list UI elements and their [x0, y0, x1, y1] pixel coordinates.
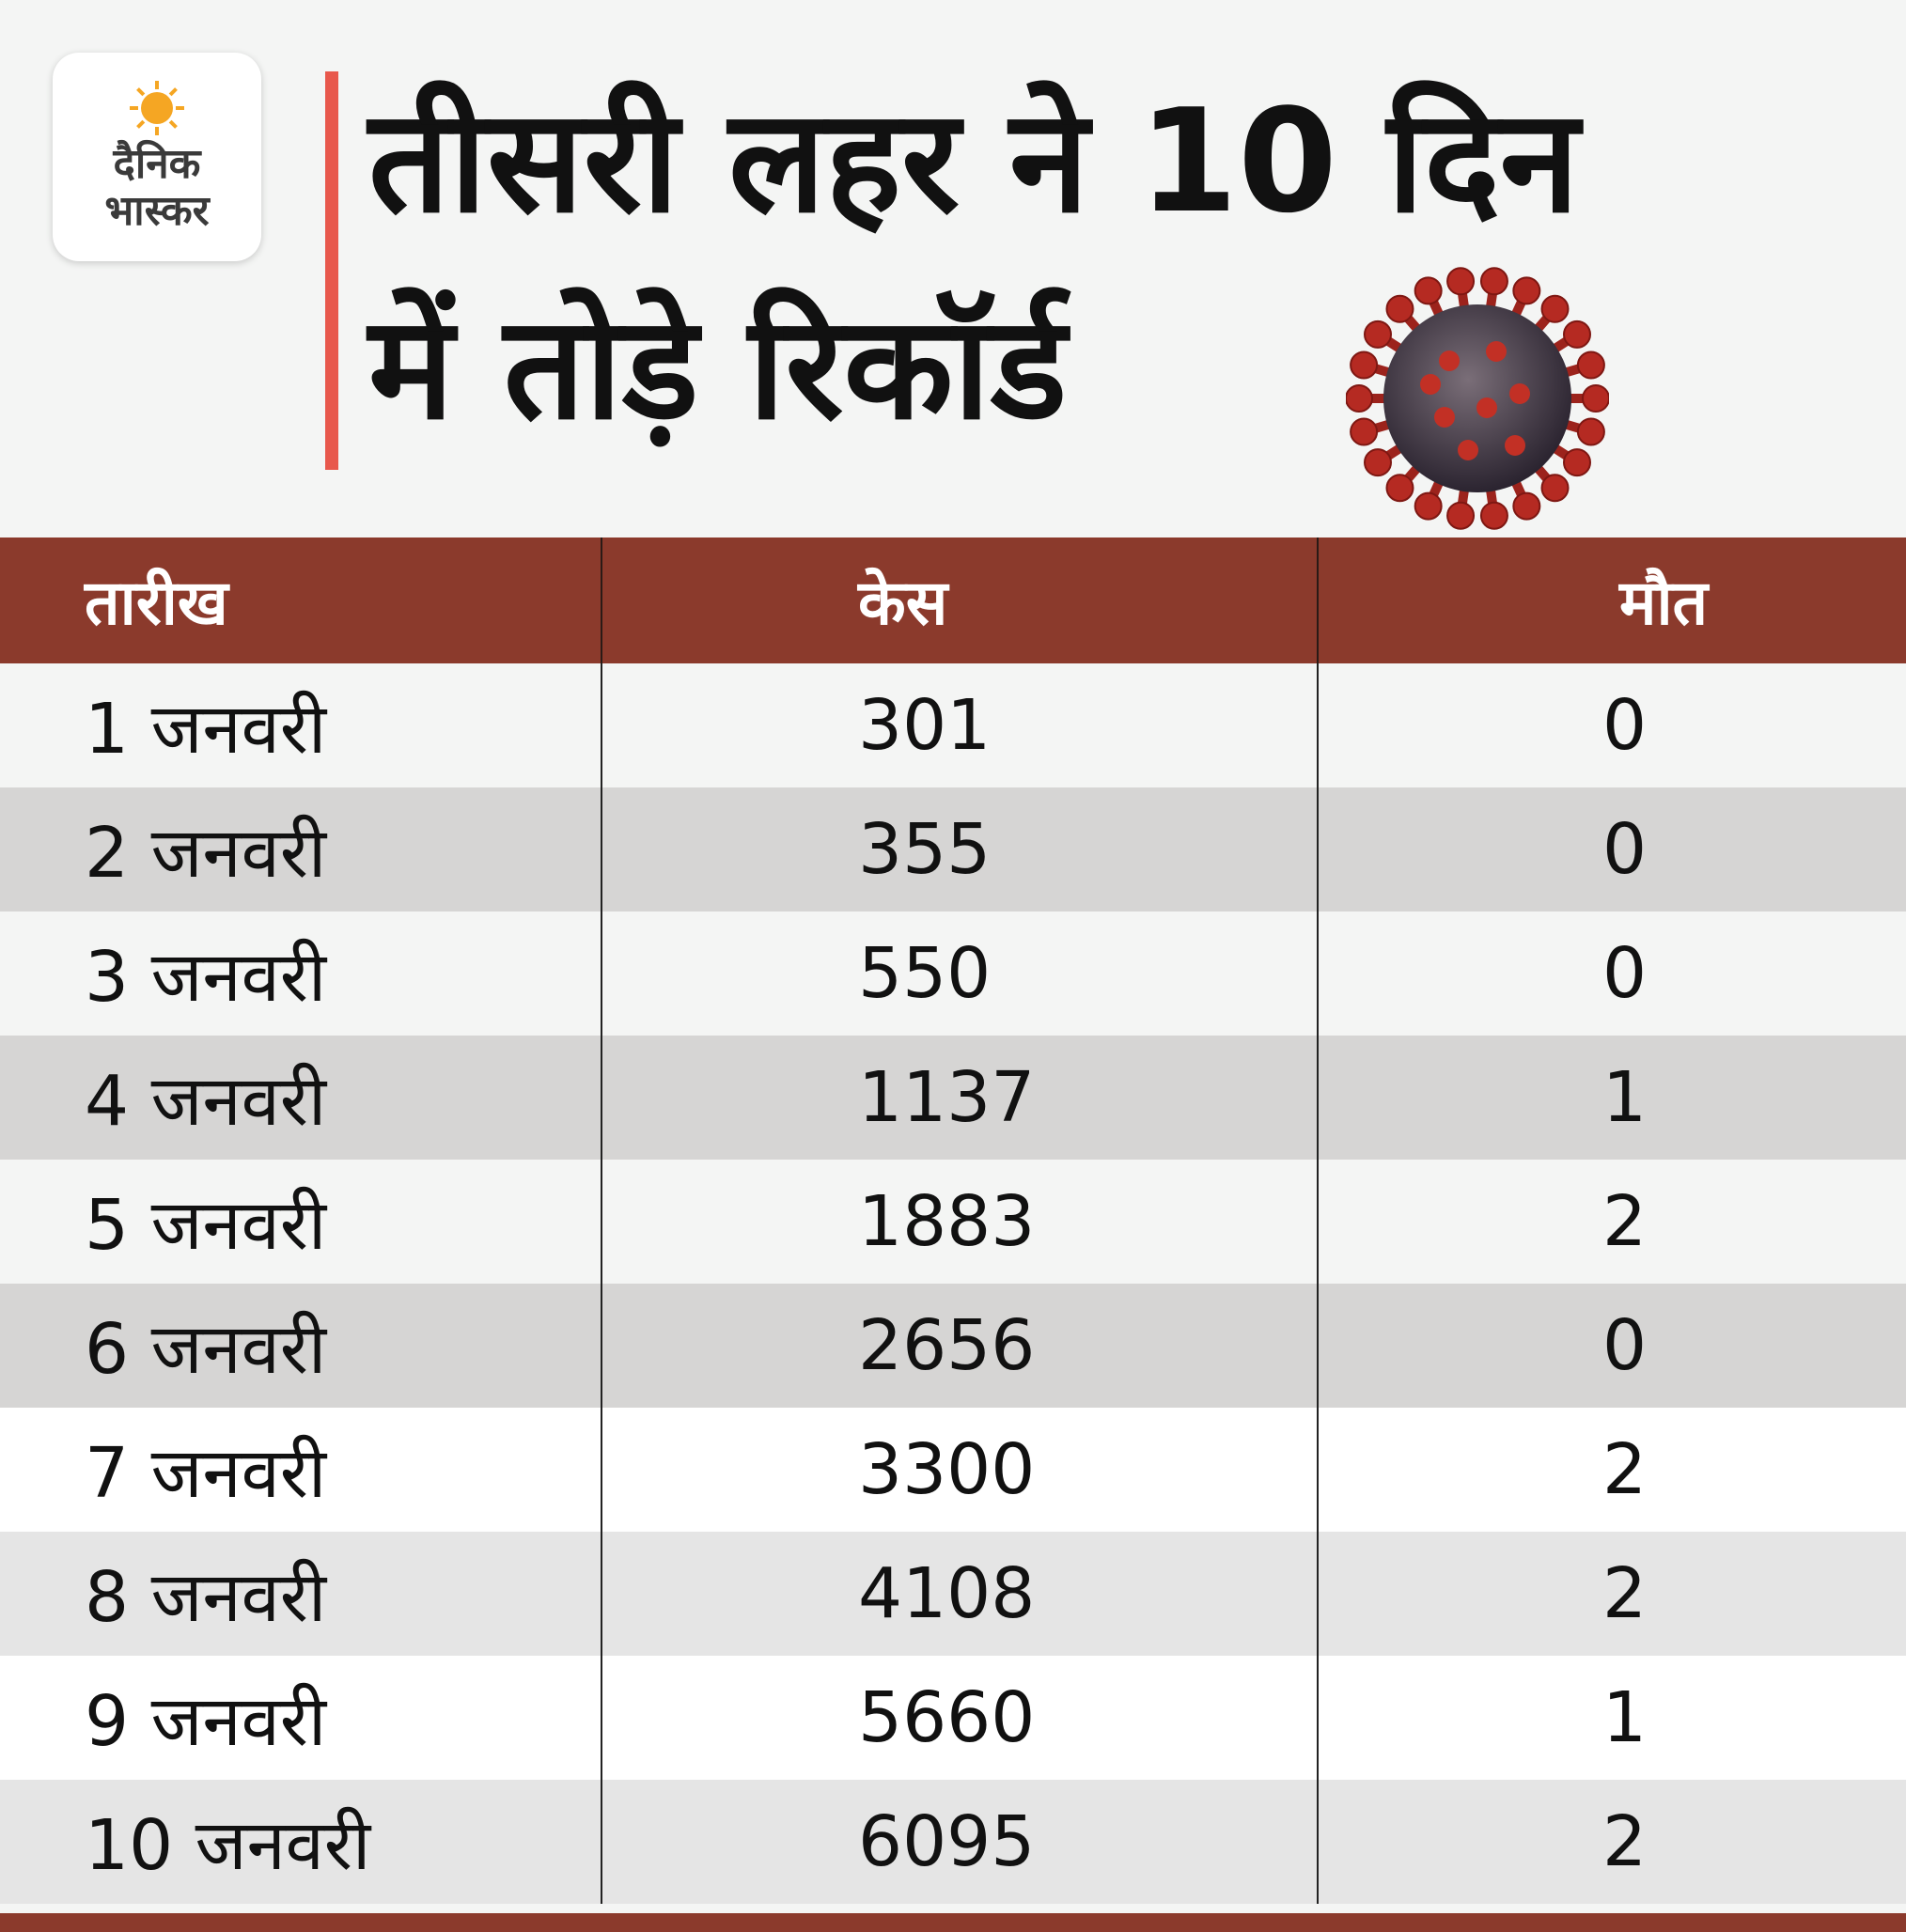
cell-date: 6 जनवरी: [85, 1308, 327, 1390]
table-header-row: तारीख केस मौत: [0, 538, 1906, 663]
covid-data-table: तारीख केस मौत 1 जनवरी 301 0 2 जनवरी 355 …: [0, 538, 1906, 1904]
cell-date: 5 जनवरी: [85, 1184, 327, 1266]
table-row: 7 जनवरी 3300 2: [0, 1408, 1906, 1532]
cell-cases: 355: [601, 787, 1318, 911]
logo-text-line2: भास्कर: [104, 187, 210, 235]
logo-text-line1: दैनिक: [113, 140, 201, 188]
footer-bar: [0, 1913, 1906, 1932]
cell-deaths: 0: [1317, 1284, 1906, 1408]
cell-cases: 6095: [601, 1780, 1318, 1904]
cell-deaths: 0: [1317, 911, 1906, 1036]
cell-cases: 5660: [601, 1656, 1318, 1780]
table-row: 5 जनवरी 1883 2: [0, 1160, 1906, 1284]
cell-deaths: 2: [1317, 1408, 1906, 1532]
table-row: 4 जनवरी 1137 1: [0, 1036, 1906, 1160]
sun-icon: [130, 81, 184, 135]
cell-date: 4 जनवरी: [85, 1060, 327, 1142]
cell-date: 1 जनवरी: [85, 688, 327, 770]
dainik-bhaskar-logo: दैनिक भास्कर: [53, 53, 261, 261]
cell-deaths: 2: [1317, 1160, 1906, 1284]
cell-deaths: 0: [1317, 787, 1906, 911]
cell-cases: 301: [601, 663, 1318, 787]
table-row: 1 जनवरी 301 0: [0, 663, 1906, 787]
cell-date: 3 जनवरी: [85, 936, 327, 1018]
cell-date: 7 जनवरी: [85, 1432, 327, 1514]
cell-deaths: 1: [1317, 1656, 1906, 1780]
virus-icon: [1346, 267, 1609, 530]
table-row: 9 जनवरी 5660 1: [0, 1656, 1906, 1780]
cell-deaths: 1: [1317, 1036, 1906, 1160]
title-accent-bar: [325, 71, 338, 470]
table-row: 3 जनवरी 550 0: [0, 911, 1906, 1036]
cell-cases: 550: [601, 911, 1318, 1036]
cell-cases: 3300: [601, 1408, 1318, 1532]
cell-deaths: 0: [1317, 663, 1906, 787]
headline-line1: तीसरी लहर ने 10 दिन: [368, 78, 1580, 244]
headline-line2: में तोड़े रिकॉर्ड: [368, 285, 1068, 451]
table-row: 6 जनवरी 2656 0: [0, 1284, 1906, 1408]
column-header-date: तारीख: [85, 567, 228, 639]
table-row: 2 जनवरी 355 0: [0, 787, 1906, 911]
cell-cases: 1137: [601, 1036, 1318, 1160]
table-row: 8 जनवरी 4108 2: [0, 1532, 1906, 1656]
cell-date: 8 जनवरी: [85, 1556, 327, 1638]
cell-date: 10 जनवरी: [85, 1804, 371, 1886]
column-header-deaths: मौत: [1317, 538, 1906, 663]
cell-deaths: 2: [1317, 1780, 1906, 1904]
cell-deaths: 2: [1317, 1532, 1906, 1656]
cell-cases: 1883: [601, 1160, 1318, 1284]
cell-date: 2 जनवरी: [85, 812, 327, 894]
cell-cases: 2656: [601, 1284, 1318, 1408]
cell-cases: 4108: [601, 1532, 1318, 1656]
column-header-cases: केस: [601, 538, 1318, 663]
cell-date: 9 जनवरी: [85, 1680, 327, 1762]
table-row: 10 जनवरी 6095 2: [0, 1780, 1906, 1904]
